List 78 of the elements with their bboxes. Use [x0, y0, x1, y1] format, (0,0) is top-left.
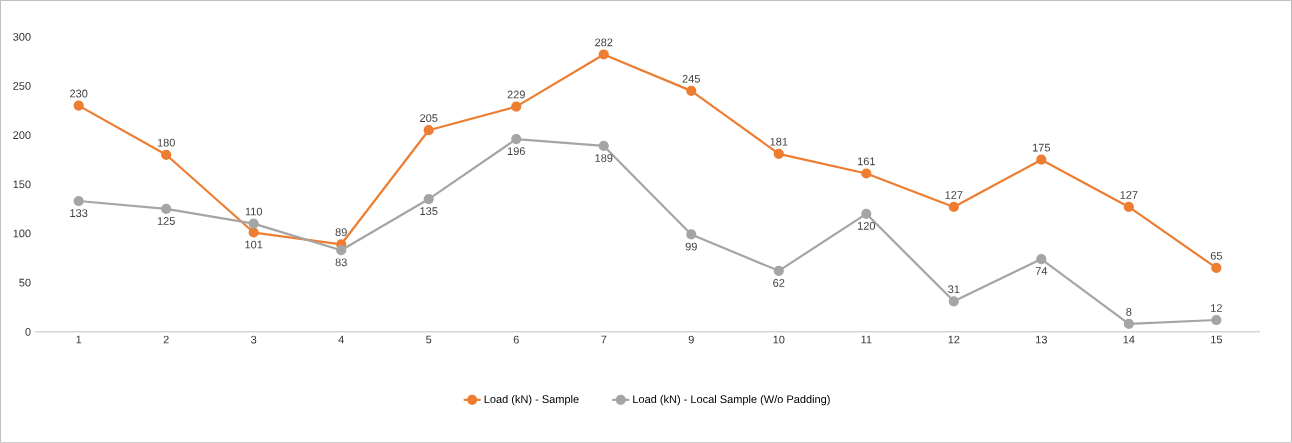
data-label: 127: [945, 191, 963, 199]
data-label: 230: [70, 89, 88, 98]
data-label: 181: [770, 137, 788, 146]
data-label: 175: [1033, 143, 1051, 152]
point: [73, 195, 84, 207]
point: [423, 125, 434, 136]
x-tick-label: 6: [513, 335, 519, 344]
y-tick-label: 100: [13, 229, 31, 238]
y-tick-label: 300: [13, 32, 31, 41]
x-tick-label: 14: [1123, 335, 1135, 344]
point: [73, 100, 84, 111]
data-label: 229: [507, 90, 525, 99]
data-label: 31: [948, 285, 960, 294]
data-label: 83: [335, 258, 347, 267]
point: [248, 227, 259, 238]
x-tick-label: 9: [688, 335, 694, 344]
point: [1123, 318, 1134, 330]
point: [423, 194, 434, 205]
point: [1211, 262, 1222, 274]
x-tick-label: 15: [1211, 335, 1223, 344]
data-label: 101: [245, 240, 263, 249]
point: [598, 140, 609, 152]
point: [1211, 314, 1222, 326]
point: [773, 265, 784, 277]
point: [861, 208, 872, 219]
data-label: 120: [857, 222, 876, 230]
data-label: 65: [1210, 251, 1223, 260]
x-tick-label: 11: [861, 335, 872, 344]
data-label: 62: [773, 279, 785, 287]
point: [861, 168, 872, 179]
legend-label: Load (kN) - Sample: [484, 395, 579, 406]
point: [1036, 254, 1047, 265]
data-label: 282: [595, 38, 613, 47]
y-tick-label: 0: [25, 327, 31, 336]
data-label: 89: [335, 228, 347, 237]
x-tick-label: 10: [773, 335, 785, 344]
y-tick-label: 250: [13, 82, 31, 90]
point: [686, 85, 697, 97]
point: [948, 296, 959, 307]
data-label: 125: [157, 217, 175, 225]
point: [511, 134, 522, 145]
point: [598, 49, 609, 60]
point: [511, 101, 522, 112]
data-label: 189: [595, 154, 613, 162]
data-label: 110: [245, 207, 263, 216]
data-label: 127: [1120, 191, 1138, 199]
x-tick-label: 3: [251, 335, 257, 344]
data-label: 161: [857, 157, 875, 166]
data-label: 12: [1211, 304, 1222, 312]
point: [248, 218, 259, 229]
data-label: 135: [420, 207, 438, 216]
data-label: 133: [70, 209, 88, 218]
point: [1036, 154, 1047, 165]
point: [686, 229, 697, 240]
data-label: 205: [420, 114, 438, 123]
point: [161, 203, 172, 215]
y-tick-label: 200: [13, 131, 31, 140]
data-label: 196: [507, 147, 525, 156]
x-tick-label: 12: [948, 335, 960, 344]
x-tick-label: 4: [338, 335, 344, 344]
legend-label: Load (kN) - Local Sample (W/o Padding): [633, 395, 830, 406]
data-label: 180: [157, 138, 175, 147]
x-tick-label: 7: [601, 335, 607, 344]
x-tick-label: 1: [76, 335, 82, 344]
point: [161, 149, 172, 160]
point: [773, 148, 784, 159]
point: [1123, 201, 1134, 213]
data-label: 8: [1126, 308, 1132, 316]
x-tick-label: 5: [426, 335, 432, 344]
y-tick-label: 50: [19, 278, 31, 287]
x-tick-label: 2: [163, 335, 169, 344]
data-label: 74: [1035, 267, 1048, 275]
data-label: 99: [685, 242, 697, 251]
data-label: 245: [682, 74, 700, 83]
point: [336, 245, 347, 256]
point: [948, 201, 959, 213]
y-tick-label: 150: [13, 180, 31, 189]
x-tick-label: 13: [1036, 335, 1047, 344]
